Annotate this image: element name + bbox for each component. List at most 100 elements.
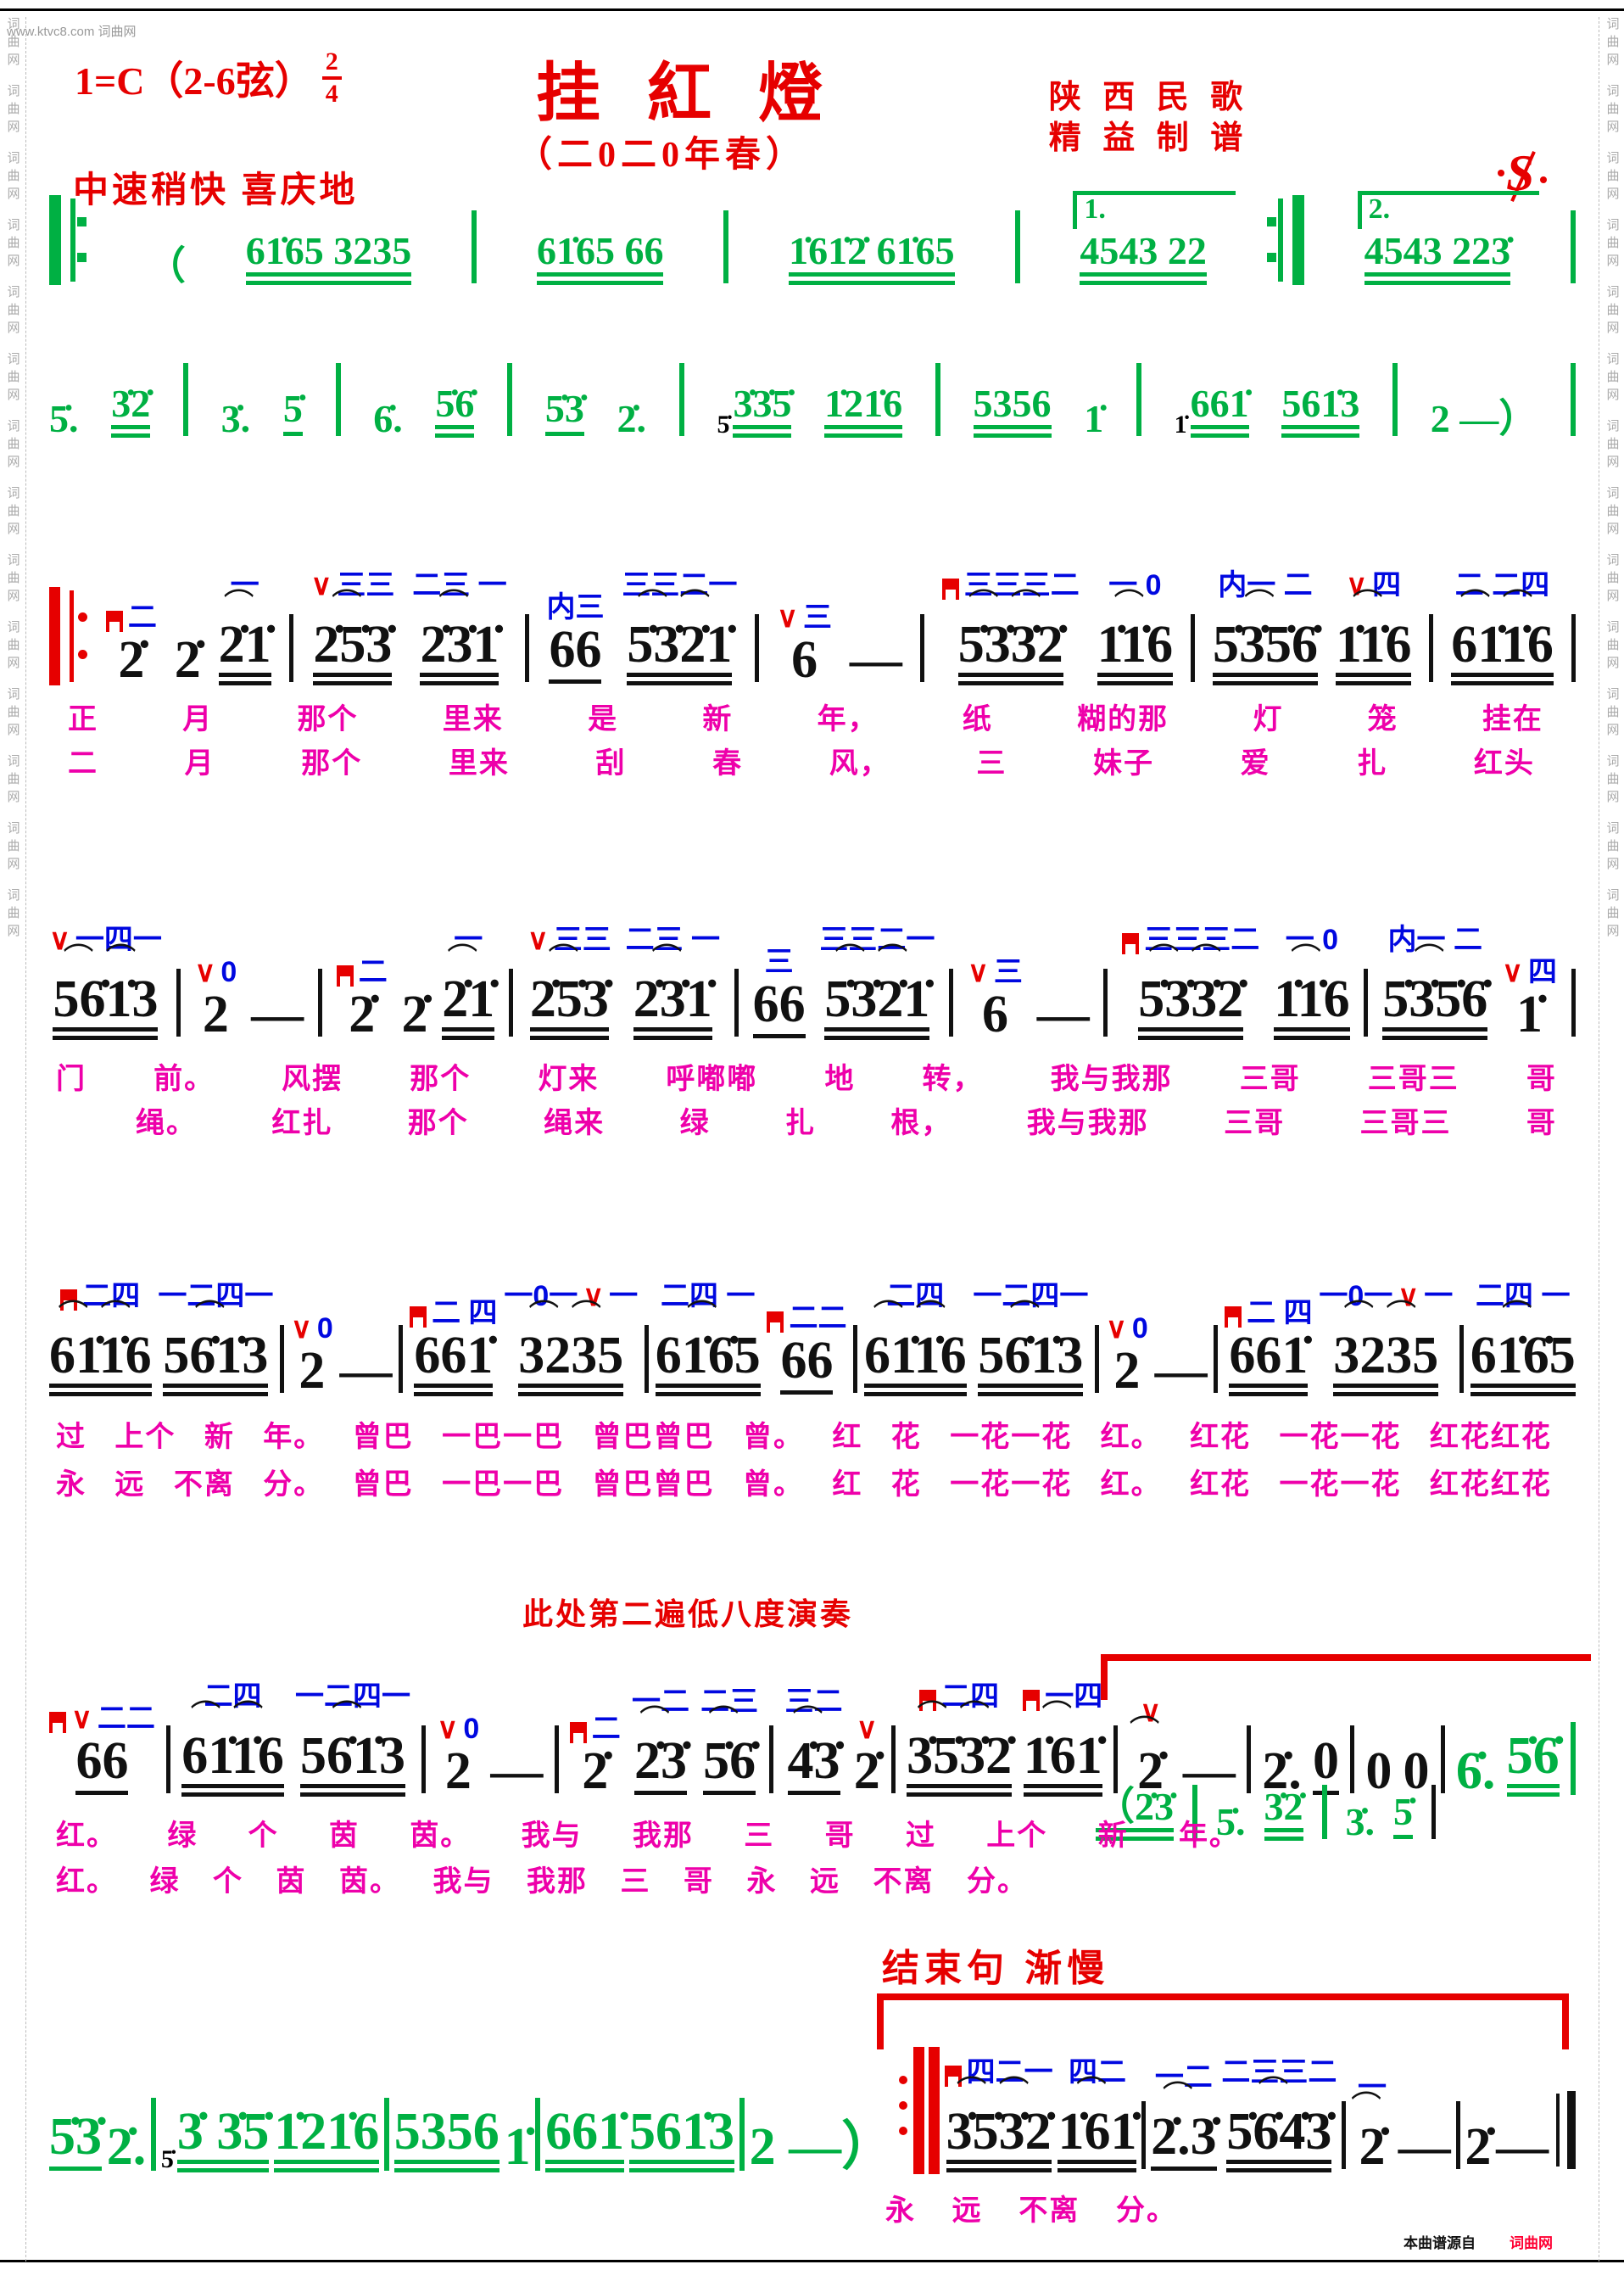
measure-cell: 内三 66 [546, 593, 604, 687]
measure-cell [280, 1325, 285, 1393]
lyric-token: 一花一花 [1279, 1468, 1402, 1501]
note-token: 66 [75, 1734, 129, 1798]
lyric-token: 曾。 [742, 1421, 804, 1453]
measure-cell [1570, 1722, 1576, 1795]
note-token: 3235 [1333, 1328, 1439, 1398]
annotation-token: 二三 一 [412, 568, 507, 601]
lyric-token: 前。 [153, 1063, 215, 1095]
lyric-token: 我与 [521, 1820, 583, 1852]
slur-arc: ⌒ [1129, 1714, 1172, 1749]
measure-cell [49, 587, 88, 685]
measure-cell [1103, 969, 1108, 1037]
measure-cell: 一0一 ∨ 一 ⌒⌒ 3235 [504, 1282, 638, 1398]
measure-cell: — [340, 1343, 393, 1398]
annotation-token: 一二 [631, 1685, 689, 1718]
edge-watermark-text: 词曲网 [5, 888, 20, 942]
measure-cell: 三三三二 ⌒⌒ 5̇3̇3̇2̇ [1122, 925, 1259, 1042]
lyric-token: 过 [905, 1820, 936, 1852]
note-token: 61̇6̇5 [1470, 1328, 1576, 1398]
slur-arc: ⌒ [1501, 1298, 1544, 1333]
measure-cell: 二二 66 [767, 1304, 846, 1398]
slur-arc: ⌒ [223, 587, 266, 623]
note-token: 6 [791, 630, 818, 689]
note-token: 2̇3̇1̇ [420, 618, 499, 687]
measure-cell: 二 四 661̇ [1225, 1296, 1313, 1398]
lyric-token: 爱 [1240, 747, 1271, 780]
annotation-token: ∨ [1502, 955, 1523, 988]
lyric-token: 红头 [1473, 747, 1535, 780]
measure-cell: 5̇. [49, 398, 79, 439]
measure-cell: ∨ 一四一 ⌒⌒ 56̇1̇3 [49, 925, 162, 1042]
measure-cell: 四二 ⌒ 1̇61̇ [1058, 2058, 1137, 2174]
page-title: 挂 紅 燈 [536, 59, 838, 130]
note-token: 61̇6̇5 [655, 1328, 761, 1398]
key-text: 1=C（2-6弦） [75, 59, 314, 103]
measure-cell: 5̇ [282, 388, 303, 439]
slur-arc: ⌒⌒ [834, 942, 920, 977]
annotation-token: 三三二一 [819, 923, 935, 956]
slur-arc: ⌒ [1352, 587, 1395, 623]
measure-cell [288, 614, 293, 682]
annotation-token: 一 0 [1108, 568, 1162, 601]
measure-cell: — [1183, 1743, 1236, 1798]
lyric-token: 曾巴曾巴 [592, 1468, 715, 1501]
measure-cell [399, 1325, 404, 1393]
measure-cell: 2̇. [617, 398, 647, 439]
measure-cell [421, 1725, 427, 1793]
note-token: 2 —） [749, 2117, 895, 2176]
annotation-token: 一二四一 [158, 1279, 274, 1312]
note-token: 5̇3̇5̇6̇ [1212, 618, 1318, 687]
lyric-row: 红。绿个茵茵。 我与 我那三哥永远不离 分。 [56, 1858, 1028, 1899]
annotation-token: 二 四 [1247, 1296, 1313, 1329]
annotation-token: ∨ [1346, 568, 1368, 601]
measure-cell: 2 —） [750, 2119, 895, 2174]
annotation-token [1023, 1689, 1041, 1711]
measure-cell: 一 0 ⌒ 1̇1̇6 [1274, 925, 1350, 1042]
lyric-token: 一花一花 [950, 1421, 1073, 1453]
lyric-token: 上个 [986, 1820, 1048, 1852]
measure-cell [49, 195, 87, 285]
annotation-token: 0 [220, 955, 237, 988]
measure-cell: 61̇65 3235 [245, 230, 412, 287]
annotation-token: 一四 [1045, 1680, 1103, 1713]
edge-watermark-right: 词曲网 词曲网 词曲网 词曲网 词曲网 词曲网 词曲网 词曲网 词曲网 词曲网 词曲网 词曲网 词曲网词… [1599, 17, 1624, 2262]
measure-cell: 6̇. [1456, 1743, 1496, 1798]
tempo-marking: 中速稍快 喜庆地 [73, 171, 359, 210]
grace-note: 5̇ [717, 411, 730, 439]
meter-denominator: 4 [325, 80, 338, 108]
note-token: 2̇ [349, 985, 376, 1043]
lyric-token: 哥 [824, 1820, 856, 1852]
note-token: 3̇3̇5̇ [733, 383, 792, 439]
slur-arc: ⌒ [708, 1703, 751, 1739]
note-token: 2̇3̇ [633, 1734, 687, 1798]
note-token: 5̇3̇3̇2̇ [1138, 972, 1244, 1042]
note-token: 1̇21̇6 [824, 383, 903, 439]
lyric-token: 永 [885, 2195, 916, 2227]
lyric-token: 扎 [1357, 747, 1388, 780]
slur-arc: ⌒⌒ [1148, 942, 1234, 977]
measure-cell: ∨ 三三 ⌒ 2̇5̇3̇ [310, 571, 394, 687]
measure-cell: 5̇ 3̇ 3̇5̇ [161, 2104, 270, 2174]
slur-arc: ⌒ [1075, 2074, 1119, 2110]
note-token: 2 [444, 1742, 472, 1800]
lyric-token: 挂在 [1482, 703, 1543, 735]
measure-cell: 一二四一 ⌒ 56̇1̇3 [295, 1682, 410, 1798]
annotation-token: 一0一 [1319, 1279, 1393, 1312]
measure-cell [755, 614, 760, 682]
note-token: — [339, 1341, 393, 1400]
edge-watermark-text: 词曲网 [5, 486, 20, 540]
note-token: 5̇3̇ [544, 389, 584, 439]
annotation-token: ∨ [437, 1712, 459, 1745]
annotation-token [941, 578, 959, 600]
note-token: 4̇3̇ [787, 1734, 840, 1798]
note-token: 5̇6̇ [703, 1734, 756, 1798]
footer-site-name: 词曲网 [1510, 2235, 1553, 2251]
slur-arc: ⌒⌒ [956, 2074, 1041, 2110]
lyric-token: 一花一花 [1279, 1421, 1402, 1453]
lyric-token: 三哥三 [1367, 1063, 1459, 1095]
lyric-token: 我与我那 [1050, 1063, 1173, 1095]
annotation-token [944, 2065, 962, 2087]
edge-watermark-text: 词曲网 [1604, 285, 1620, 338]
annotation-token: 一 [1357, 2071, 1387, 2104]
